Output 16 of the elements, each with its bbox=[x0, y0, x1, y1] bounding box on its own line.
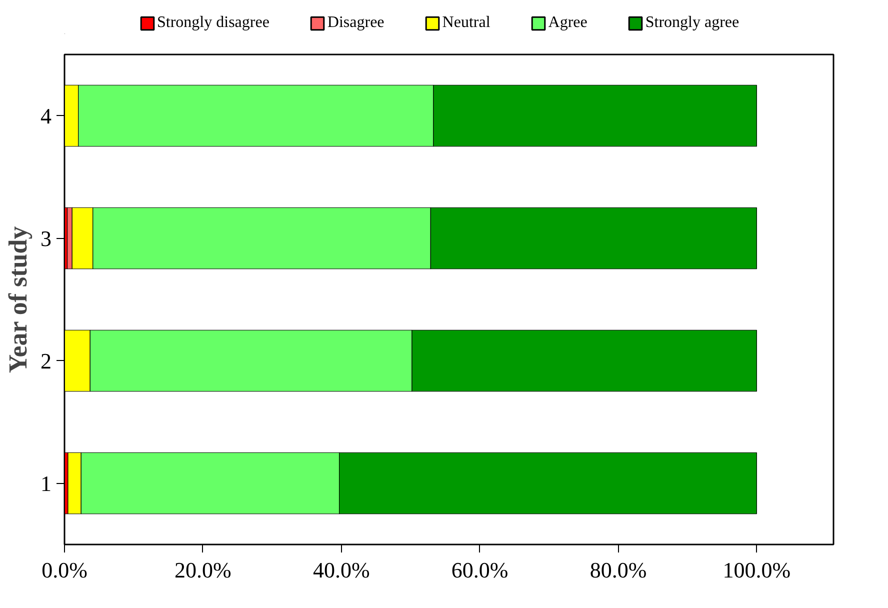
y-tick-label: 4 bbox=[40, 103, 52, 128]
x-tick-label: 0.0% bbox=[42, 558, 88, 582]
y-tick-label: 1 bbox=[40, 470, 52, 496]
y-axis-title: Year of study bbox=[4, 226, 32, 374]
legend-label: Strongly disagree bbox=[157, 14, 270, 32]
x-tick-label: 40.0% bbox=[312, 558, 370, 582]
legend-label: Strongly agree bbox=[645, 14, 740, 32]
y-tick-label: 2 bbox=[40, 348, 52, 374]
x-tick-label: 100.0% bbox=[722, 558, 791, 582]
legend-label: Agree bbox=[548, 14, 588, 32]
y-tick-label: 3 bbox=[40, 226, 52, 251]
x-tick-label: 60.0% bbox=[451, 558, 508, 582]
legend-label: Neutral bbox=[442, 14, 490, 32]
x-tick-label: 20.0% bbox=[174, 558, 232, 582]
x-tick-label: 80.0% bbox=[590, 558, 647, 582]
legend-label: Disagree bbox=[327, 14, 384, 32]
